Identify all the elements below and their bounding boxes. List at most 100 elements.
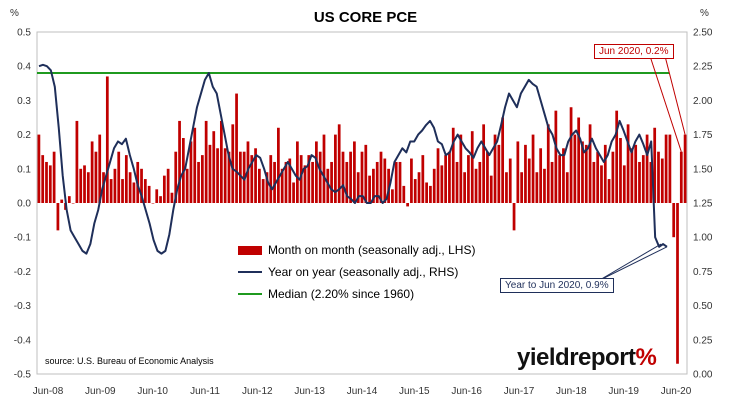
bar [288, 158, 292, 203]
annotation-lines [597, 55, 686, 282]
bar [79, 168, 83, 203]
bar [48, 165, 52, 203]
left-tick-label: -0.1 [14, 233, 32, 244]
bar [634, 144, 638, 203]
left-tick-label: -0.3 [14, 301, 32, 312]
bar [56, 203, 60, 231]
annotation-pointer-yoy [597, 246, 668, 282]
left-tick-label: 0.1 [17, 164, 31, 175]
bar [311, 161, 314, 203]
bar [254, 148, 257, 203]
x-tick-label: Jun-08 [33, 386, 64, 397]
x-tick-label: Jun-15 [399, 386, 430, 397]
bar [683, 134, 687, 203]
bar [524, 144, 527, 203]
legend-label-median: Median (2.20% since 1960) [268, 287, 415, 301]
left-axis-unit: % [10, 8, 19, 19]
x-tick-label: Jun-17 [504, 386, 535, 397]
bar [147, 185, 151, 203]
bar [573, 134, 577, 203]
brand-logo: yieldreport% [517, 344, 657, 372]
bar [470, 131, 474, 203]
right-tick-label: 2.25 [693, 62, 713, 73]
bar [235, 93, 238, 203]
right-tick-label: 2.50 [693, 28, 713, 39]
bar [124, 155, 128, 203]
left-tick-label: -0.5 [14, 370, 32, 381]
bar [334, 134, 337, 203]
line-series [38, 63, 668, 255]
bar [657, 151, 660, 203]
bar [250, 155, 254, 203]
bar [94, 151, 98, 203]
bar [432, 168, 436, 203]
annotation-pointer-mom-secondary [649, 55, 682, 152]
bar [562, 148, 565, 203]
bar [622, 165, 626, 203]
bar [501, 117, 505, 203]
bar [364, 144, 368, 203]
bar [170, 192, 174, 203]
bar [113, 168, 117, 203]
bar [383, 158, 387, 203]
bar [155, 189, 159, 203]
x-tick-label: Jun-19 [608, 386, 639, 397]
bar [398, 161, 402, 203]
bar [318, 151, 322, 203]
source-note: source: U.S. Bureau of Economic Analysis [45, 356, 214, 366]
bar [611, 151, 615, 203]
plot-frame [36, 31, 688, 375]
bar [565, 172, 569, 203]
brand-text: yieldreport [517, 344, 636, 371]
legend-item-mom: Month on month (seasonally adj., LHS) [238, 239, 475, 261]
bar [550, 161, 554, 203]
annotation-pointer-mom [664, 55, 686, 135]
x-tick-label: Jun-13 [294, 386, 325, 397]
bar [558, 155, 562, 203]
right-tick-label: 0.50 [693, 301, 713, 312]
bar [391, 189, 394, 203]
bar [121, 179, 124, 203]
bar [208, 144, 212, 203]
bar [459, 134, 463, 203]
bar [535, 172, 539, 203]
x-tick-label: Jun-09 [85, 386, 116, 397]
bar [600, 165, 603, 203]
bar [223, 148, 227, 203]
bar [299, 155, 303, 203]
bar [615, 110, 619, 203]
x-tick-label: Jun-20 [661, 386, 692, 397]
bar [273, 161, 276, 203]
bar [178, 120, 181, 203]
legend-label-yoy: Year on year (seasonally adj., RHS) [268, 265, 459, 279]
bar [284, 161, 288, 203]
bar [280, 168, 284, 203]
bar [105, 76, 109, 203]
bar [672, 203, 676, 238]
left-tick-label: 0.4 [17, 62, 31, 73]
bar [630, 148, 634, 203]
bar [292, 182, 295, 203]
bar [413, 179, 417, 203]
axes-group: 0.5 0.4 0.3 0.2 0.1 0.0 -0.1 -0.2 -0.3 -0.4 -0.5 2.… [14, 28, 713, 398]
bar [330, 161, 333, 203]
bar [638, 161, 641, 203]
bar [83, 165, 86, 203]
bar [200, 155, 204, 203]
bar [421, 155, 425, 203]
right-tick-label: 0.00 [693, 370, 713, 381]
bar [474, 168, 478, 203]
bar-series [37, 76, 687, 364]
bar [607, 179, 611, 203]
bar [185, 168, 189, 203]
x-tick-label: Jun-14 [347, 386, 378, 397]
bar [402, 185, 406, 203]
bar [649, 161, 653, 203]
legend-item-median: Median (2.20% since 1960) [238, 283, 475, 305]
bar [303, 165, 307, 203]
right-tick-label: 1.25 [693, 199, 713, 210]
bar [387, 168, 390, 203]
legend: Month on month (seasonally adj., LHS) Ye… [238, 239, 475, 305]
left-tick-label: -0.4 [14, 335, 32, 346]
right-axis-unit: % [700, 8, 709, 19]
